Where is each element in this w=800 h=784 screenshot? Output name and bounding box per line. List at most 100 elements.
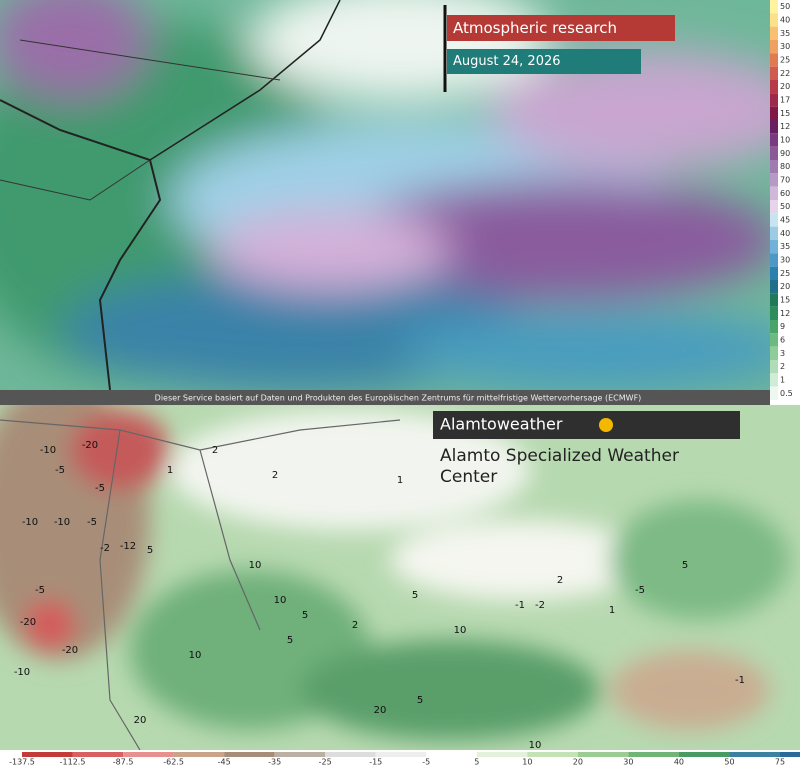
- legend-label: 40: [780, 16, 790, 25]
- contour-label: 1: [167, 465, 173, 476]
- legend-label: 17: [780, 96, 790, 105]
- contour-label: -12: [120, 541, 136, 552]
- legend-swatch: [770, 53, 778, 67]
- contour-label: 5: [287, 635, 293, 646]
- legend-swatch: [770, 213, 778, 227]
- contour-label: -2: [535, 600, 545, 611]
- contour-label: 5: [417, 695, 423, 706]
- contour-label: -5: [635, 585, 645, 596]
- legend-swatch: [375, 752, 427, 757]
- legend-label: -87.5: [113, 758, 134, 767]
- legend-swatch: [770, 66, 778, 80]
- contour-label: 2: [212, 445, 218, 456]
- legend-label: 30: [780, 256, 790, 265]
- legend-label: -45: [218, 758, 231, 767]
- legend-swatch: [770, 253, 778, 267]
- contour-label: 5: [147, 545, 153, 556]
- center-name: Alamto Specialized Weather Center: [440, 446, 679, 487]
- legend-label: 6: [780, 336, 785, 345]
- legend-swatch: [527, 752, 578, 757]
- legend-swatch: [770, 293, 778, 307]
- contour-label: -10: [14, 667, 30, 678]
- legend-swatch: [770, 226, 778, 240]
- top-map: [0, 0, 770, 390]
- legend-label: 40: [780, 229, 790, 238]
- legend-swatch: [173, 752, 225, 757]
- legend-swatch: [770, 80, 778, 94]
- legend-swatch: [770, 133, 778, 147]
- legend-swatch: [729, 752, 780, 757]
- date: August 24, 2026: [453, 54, 561, 69]
- legend-label: 9: [780, 322, 785, 331]
- legend-label: 3: [780, 349, 785, 358]
- legend-swatch: [770, 93, 778, 107]
- legend-label: 12: [780, 122, 790, 131]
- legend-swatch: [770, 320, 778, 334]
- legend-label: 12: [780, 309, 790, 318]
- legend-label: 35: [780, 242, 790, 251]
- legend-swatch: [770, 26, 778, 40]
- legend-label: 30: [623, 758, 633, 767]
- legend-label: 40: [674, 758, 684, 767]
- contour-label: -10: [22, 517, 38, 528]
- legend-label: 10: [780, 136, 790, 145]
- date-badge: August 24, 2026: [447, 49, 641, 74]
- contour-label: 10: [529, 740, 542, 751]
- legend-label: 22: [780, 69, 790, 78]
- legend-swatch: [770, 333, 778, 347]
- legend-label: -25: [319, 758, 332, 767]
- legend-swatch: [224, 752, 275, 757]
- legend-label: 60: [780, 189, 790, 198]
- legend-label: 75: [775, 758, 785, 767]
- legend-swatch: [770, 40, 778, 54]
- contour-label: -20: [82, 440, 98, 451]
- legend-label: -112.5: [60, 758, 86, 767]
- legend-swatch: [770, 280, 778, 294]
- contour-label: 2: [557, 575, 563, 586]
- contour-label: 5: [412, 590, 418, 601]
- contour-label: 10: [189, 650, 202, 661]
- legend-swatch: [770, 186, 778, 200]
- legend-swatch: [770, 386, 778, 400]
- contour-label: -10: [54, 517, 70, 528]
- contour-label: -1: [515, 600, 525, 611]
- legend-label: 30: [780, 42, 790, 51]
- legend-label: 70: [780, 176, 790, 185]
- contour-label: 5: [302, 610, 308, 621]
- contour-label: -20: [62, 645, 78, 656]
- legend-label: 80: [780, 162, 790, 171]
- legend-swatch: [780, 752, 800, 757]
- legend-label: 35: [780, 29, 790, 38]
- brand-bar: [433, 411, 740, 439]
- legend-swatch: [577, 752, 629, 757]
- contour-label: 20: [374, 705, 387, 716]
- contour-label: 10: [274, 595, 287, 606]
- legend-label: -62.5: [163, 758, 184, 767]
- sun-icon: [599, 418, 613, 432]
- legend-swatch: [770, 266, 778, 280]
- contour-label: -10: [40, 445, 56, 456]
- legend-label: 50: [780, 2, 790, 11]
- legend-swatch: [678, 752, 730, 757]
- legend-label: 2: [780, 362, 785, 371]
- legend-swatch: [426, 752, 477, 757]
- legend-label: 25: [780, 269, 790, 278]
- legend-swatch: [770, 360, 778, 374]
- legend-swatch: [770, 120, 778, 134]
- legend-swatch: [22, 752, 73, 757]
- legend-label: 45: [780, 216, 790, 225]
- legend-swatch: [770, 13, 778, 27]
- legend-swatch: [770, 306, 778, 320]
- legend-label: 50: [724, 758, 734, 767]
- contour-label: -20: [20, 617, 36, 628]
- legend-label: 1: [780, 376, 785, 385]
- contour-label: 1: [609, 605, 615, 616]
- legend-swatch: [770, 160, 778, 174]
- credit: Dieser Service basiert auf Daten und Pro…: [155, 394, 642, 403]
- brand-name: Alamtoweather: [440, 415, 563, 434]
- title-badge: Atmospheric research: [447, 15, 675, 41]
- legend-label: 50: [780, 202, 790, 211]
- legend-swatch: [770, 373, 778, 387]
- legend-swatch: [770, 0, 778, 14]
